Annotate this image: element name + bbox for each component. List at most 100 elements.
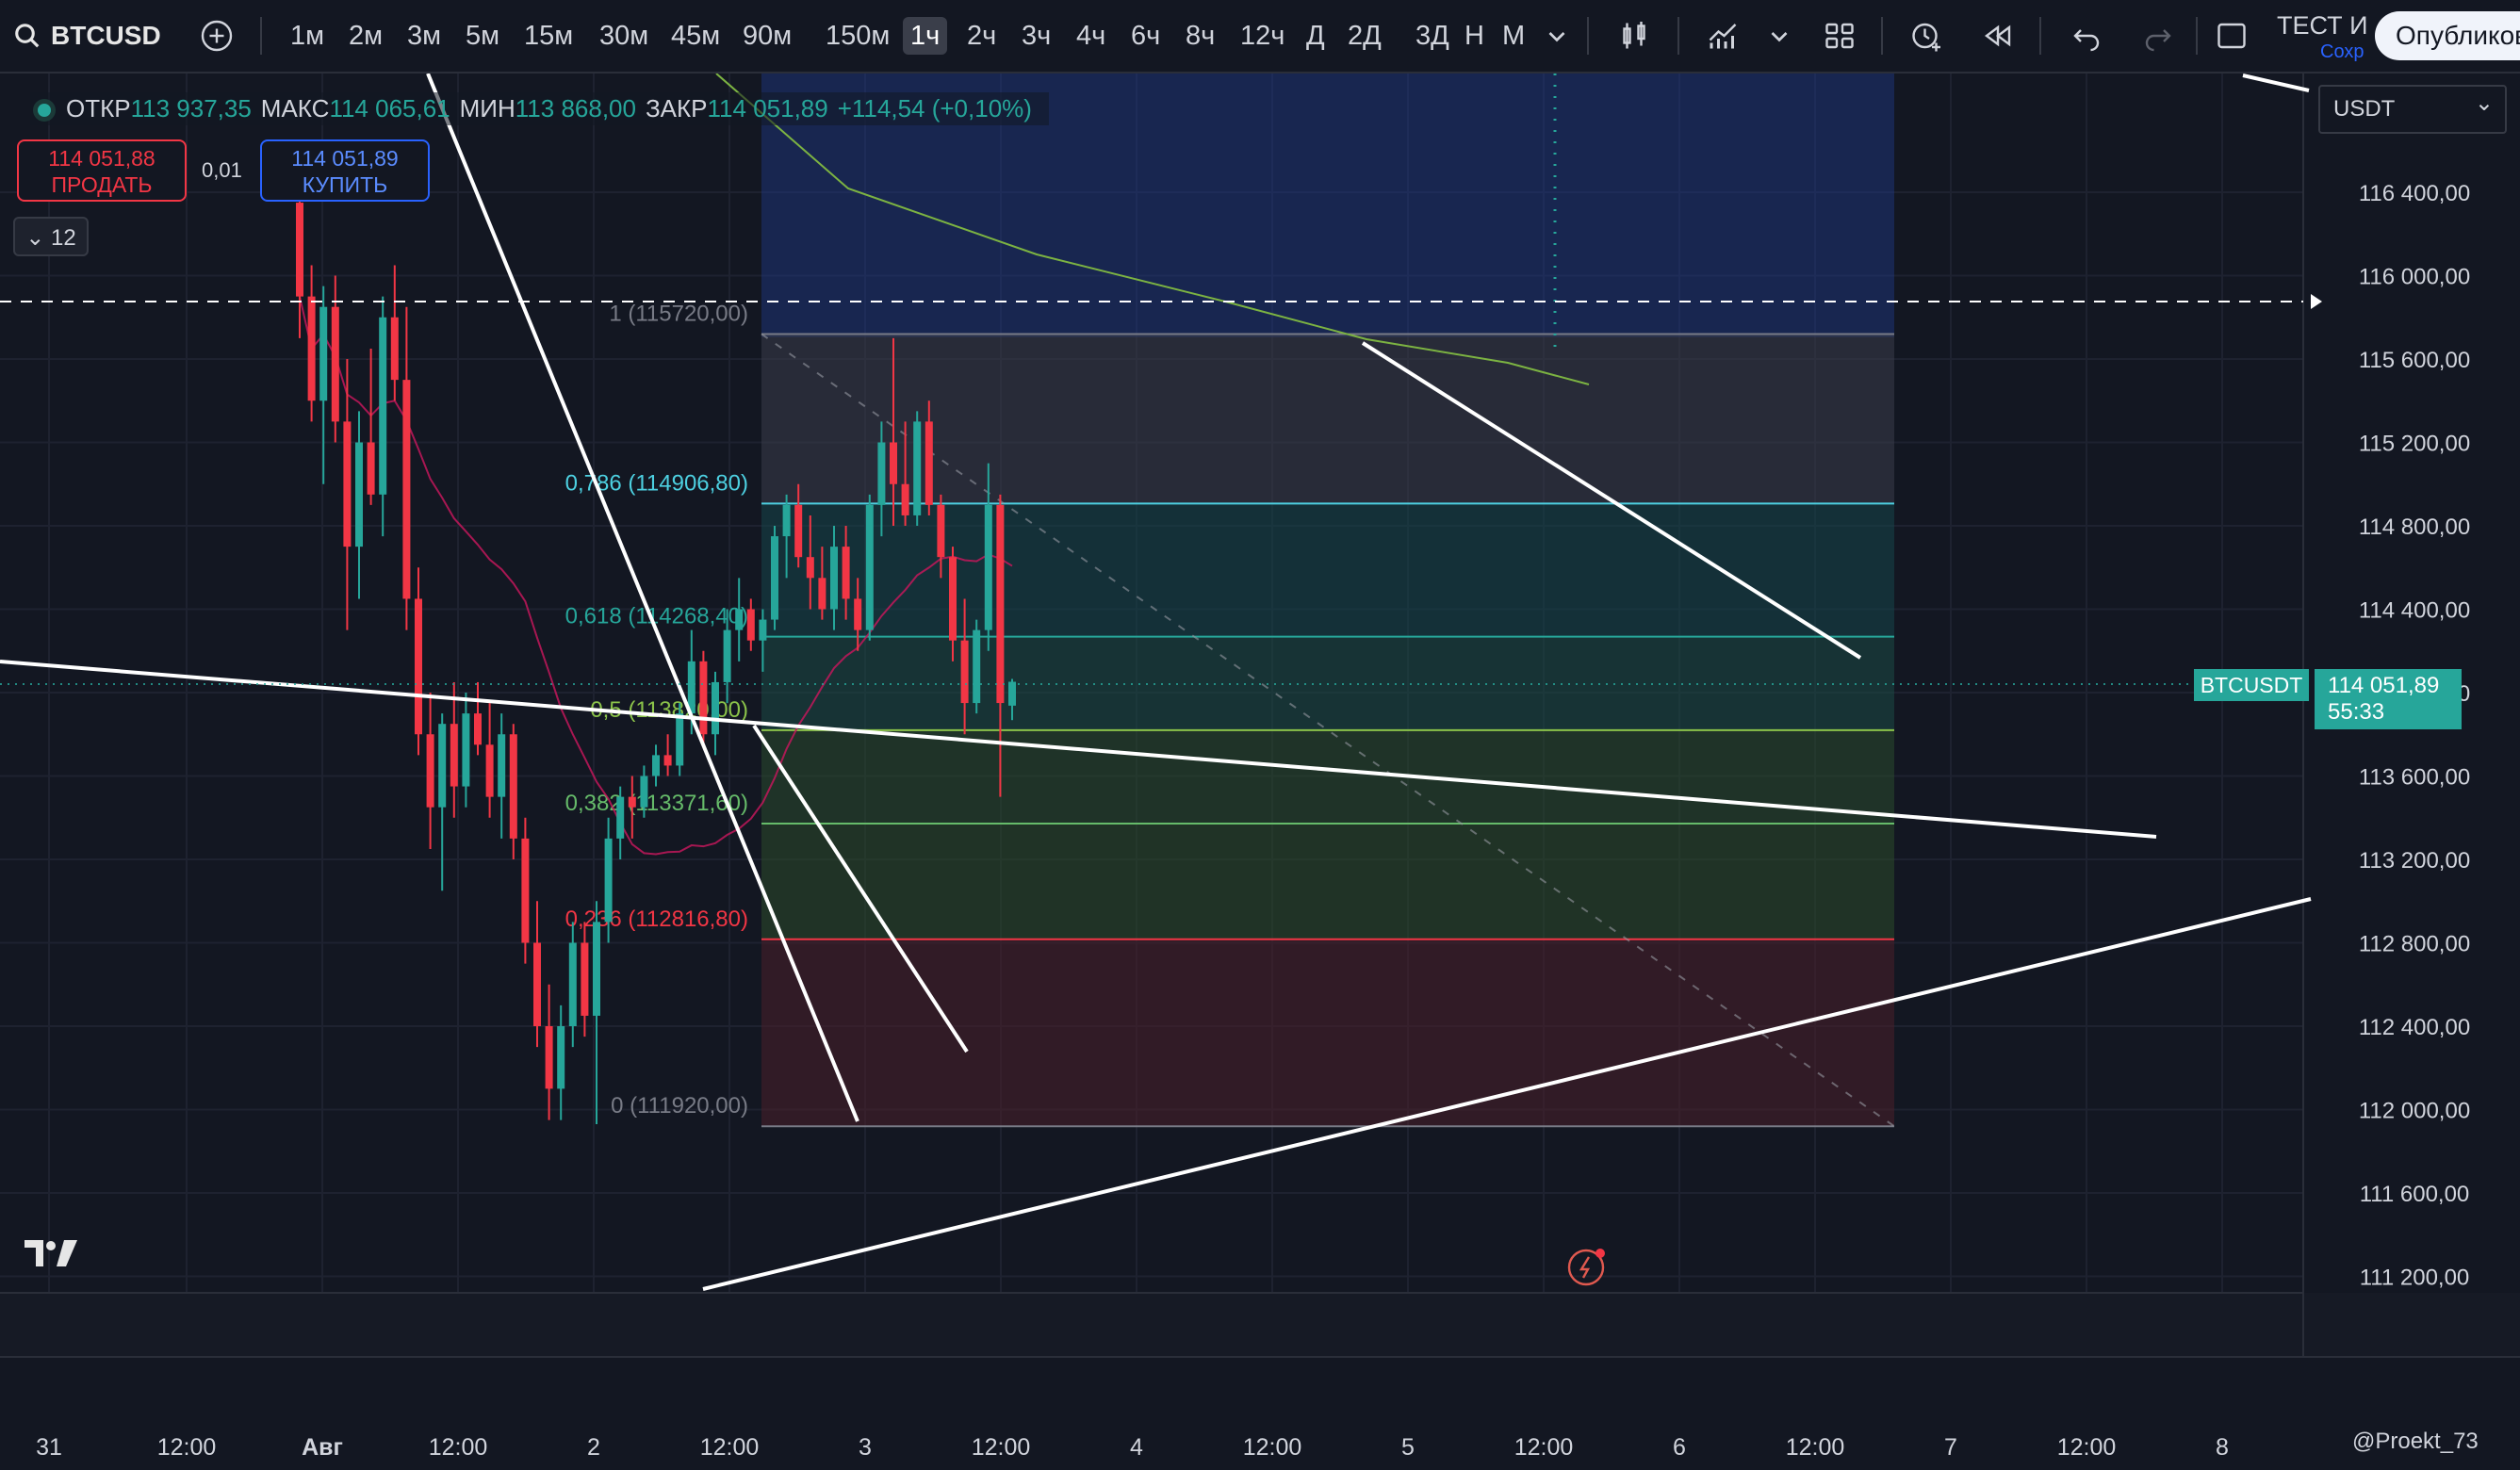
alert-clock-icon[interactable] <box>1904 13 1949 58</box>
interval-4[interactable]: 5м <box>466 21 500 51</box>
price-axis-label: 111 600,00 <box>2360 1182 2470 1207</box>
candles-style-icon[interactable] <box>1612 13 1657 58</box>
time-axis-label: 12:00 <box>1786 1434 1845 1461</box>
candle-body <box>462 713 470 787</box>
candle-body <box>984 504 992 630</box>
open-value: 113 937,35 <box>130 94 252 122</box>
interval-11[interactable]: 2ч <box>967 21 997 51</box>
fib-level-label: 0,382 (113371,60) <box>565 791 748 816</box>
price-chart[interactable]: 1 (115720,00)0,786 (114906,80)0,618 (114… <box>0 74 2520 1470</box>
last-price: 114 051,89 <box>2328 673 2440 698</box>
time-axis-label: 12:00 <box>1514 1434 1574 1461</box>
interval-5[interactable]: 15м <box>524 21 574 51</box>
layout-name[interactable]: ТЕСТ И <box>2277 11 2368 40</box>
candle-body <box>474 713 482 745</box>
undo-icon[interactable] <box>2064 13 2109 58</box>
candle-body <box>616 796 625 839</box>
interval-1[interactable]: 1м <box>290 21 325 51</box>
layout-save-status[interactable]: Сохр <box>2320 41 2365 62</box>
candle-body <box>509 734 517 839</box>
indicators-icon[interactable] <box>1700 13 1745 58</box>
candle-body <box>925 421 933 505</box>
interval-18[interactable]: 2Д <box>1348 21 1382 51</box>
toolbar-divider <box>1677 17 1679 55</box>
candle-body <box>746 609 755 641</box>
candle-body <box>782 504 791 537</box>
indicators-collapse-toggle[interactable]: ⌄ 12 <box>13 217 89 256</box>
candle-body <box>794 504 803 558</box>
redo-icon[interactable] <box>2135 13 2181 58</box>
interval-21[interactable]: М <box>1502 21 1526 51</box>
low-label: МИН <box>459 94 515 122</box>
toolbar-divider <box>260 17 262 55</box>
time-axis-label: 31 <box>36 1434 62 1461</box>
price-axis-label: 115 200,00 <box>2359 432 2470 457</box>
interval-19[interactable]: 3Д <box>1415 21 1449 51</box>
low-value: 113 868,00 <box>515 94 636 122</box>
candle-body <box>521 838 530 943</box>
fullscreen-icon[interactable] <box>2209 13 2254 58</box>
time-axis-label: 3 <box>859 1434 872 1461</box>
interval-3[interactable]: 3м <box>407 21 442 51</box>
fib-level-label: 0,236 (112816,80) <box>565 906 748 932</box>
layout-grid-icon[interactable] <box>1817 13 1862 58</box>
price-axis-label: 115 600,00 <box>2359 348 2470 373</box>
time-axis-label: 8 <box>2216 1434 2229 1461</box>
interval-10[interactable]: 1ч <box>903 17 948 55</box>
interval-12[interactable]: 3ч <box>1022 21 1052 51</box>
compare-add-icon[interactable] <box>194 13 239 58</box>
chevron-down-icon[interactable] <box>1757 13 1802 58</box>
replay-icon[interactable] <box>1975 13 2021 58</box>
candle-body <box>402 380 411 599</box>
price-axis-label: 113 200,00 <box>2359 848 2470 874</box>
candle-body <box>557 1026 565 1089</box>
sell-label: ПРОДАТЬ <box>51 172 153 197</box>
time-axis-label: 5 <box>1401 1434 1415 1461</box>
interval-8[interactable]: 90м <box>743 21 793 51</box>
sell-button[interactable]: 114 051,88 ПРОДАТЬ <box>17 139 187 202</box>
candle-body <box>842 547 850 599</box>
interval-16[interactable]: 12ч <box>1240 21 1285 51</box>
candle-body <box>663 755 672 766</box>
candle-body <box>712 681 719 735</box>
candle-body <box>367 442 375 495</box>
fib-level-label: 0 (111920,00) <box>611 1093 748 1119</box>
interval-6[interactable]: 30м <box>599 21 649 51</box>
high-label: МАКС <box>260 94 330 122</box>
candle-body <box>949 557 957 641</box>
fib-level-label: 1 (115720,00) <box>609 301 748 326</box>
interval-20[interactable]: Н <box>1465 21 1484 51</box>
interval-13[interactable]: 4ч <box>1076 21 1106 51</box>
indicator-count: 12 <box>51 225 76 251</box>
time-axis-label: 6 <box>1673 1434 1686 1461</box>
time-axis-label: 12:00 <box>1243 1434 1302 1461</box>
time-axis-label: 7 <box>1944 1434 1957 1461</box>
buy-button[interactable]: 114 051,89 КУПИТЬ <box>260 139 430 202</box>
interval-9[interactable]: 150м <box>826 21 891 51</box>
price-axis-label: 113 600,00 <box>2359 765 2470 791</box>
interval-2[interactable]: 2м <box>349 21 384 51</box>
chevron-down-icon[interactable] <box>1534 13 1579 58</box>
interval-7[interactable]: 45м <box>671 21 721 51</box>
trendline-support <box>0 660 2157 839</box>
interval-14[interactable]: 6ч <box>1131 21 1161 51</box>
interval-17[interactable]: Д <box>1306 21 1325 51</box>
candle-body <box>307 296 316 401</box>
candle-body <box>687 661 695 714</box>
trendline-short <box>752 724 969 1054</box>
toolbar-divider <box>2039 17 2041 55</box>
tradingview-logo-icon[interactable] <box>23 1236 81 1270</box>
publish-button[interactable]: Опубликовать <box>2375 11 2520 60</box>
time-axis-label: 12:00 <box>157 1434 217 1461</box>
price-axis-label: 112 800,00 <box>2359 932 2470 957</box>
candle-body <box>628 796 636 808</box>
candle-body <box>699 661 708 735</box>
lightning-icon[interactable] <box>1564 1246 1608 1289</box>
lower-pane <box>0 1293 2520 1357</box>
symbol-search[interactable]: BTCUSD <box>13 0 161 72</box>
interval-15[interactable]: 8ч <box>1186 21 1216 51</box>
currency-select[interactable]: USDT <box>2318 81 2507 134</box>
last-price-box: 114 051,89 55:33 <box>2315 669 2462 729</box>
fib-zone <box>761 729 1894 825</box>
status-dot-icon <box>38 104 51 117</box>
